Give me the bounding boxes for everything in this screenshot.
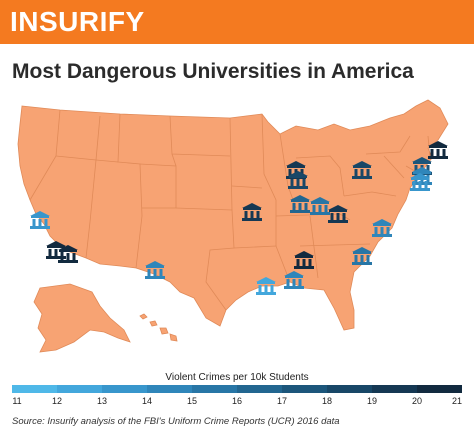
- contiguous-us-shape: [17, 99, 449, 331]
- university-building-icon: [30, 211, 50, 229]
- university-building-icon: [256, 277, 276, 295]
- university-building-icon: [310, 197, 330, 215]
- legend-swatch: [192, 385, 238, 393]
- university-building-icon: [58, 245, 78, 263]
- legend-swatch: [57, 385, 103, 393]
- legend-tick-label: 20: [411, 396, 423, 406]
- legend-swatch: [237, 385, 283, 393]
- legend-tick-label: 19: [366, 396, 378, 406]
- us-land: [17, 99, 449, 353]
- legend-swatch: [417, 385, 462, 393]
- university-building-icon: [328, 205, 348, 223]
- legend-swatch: [327, 385, 373, 393]
- legend-tick-label: 11: [12, 396, 22, 406]
- legend-tick-label: 15: [186, 396, 198, 406]
- legend-tick-label: 18: [321, 396, 333, 406]
- legend-tick-label: 14: [141, 396, 153, 406]
- legend-title: Violent Crimes per 10k Students: [165, 372, 309, 383]
- university-building-icon: [428, 141, 448, 159]
- page-title: Most Dangerous Universities in America: [12, 60, 414, 83]
- legend-tick-label: 17: [276, 396, 288, 406]
- university-building-icon: [290, 195, 310, 213]
- university-building-icon: [242, 203, 262, 221]
- legend-tick-label: 16: [231, 396, 243, 406]
- brand-header: INSURIFY: [0, 0, 474, 44]
- state-borders: [29, 109, 431, 311]
- university-building-icon: [288, 171, 308, 189]
- legend-swatch: [372, 385, 418, 393]
- alaska-shape: [33, 283, 131, 353]
- university-building-icon: [294, 251, 314, 269]
- hawaii-shape: [139, 313, 178, 342]
- university-building-icon: [352, 161, 372, 179]
- university-building-icon: [145, 261, 165, 279]
- us-map: [17, 99, 449, 353]
- legend-swatch: [102, 385, 148, 393]
- source-note: Source: Insurify analysis of the FBI's U…: [12, 416, 340, 427]
- legend-swatch: [12, 385, 58, 393]
- legend-tick-label: 12: [51, 396, 63, 406]
- university-markers: [30, 141, 448, 295]
- university-building-icon: [284, 271, 304, 289]
- legend-tick-label: 13: [96, 396, 108, 406]
- legend-tick-label: 21: [451, 396, 463, 406]
- university-building-icon: [46, 241, 66, 259]
- university-building-icon: [372, 219, 392, 237]
- university-building-icon: [410, 173, 430, 191]
- legend-swatch: [147, 385, 193, 393]
- legend-ticks: 11 12 13 14 15 16 17 18 19 20 21: [0, 396, 474, 410]
- university-building-icon: [352, 247, 372, 265]
- legend-color-scale: [12, 385, 462, 393]
- legend-swatch: [282, 385, 328, 393]
- insurify-logo: INSURIFY: [10, 6, 145, 37]
